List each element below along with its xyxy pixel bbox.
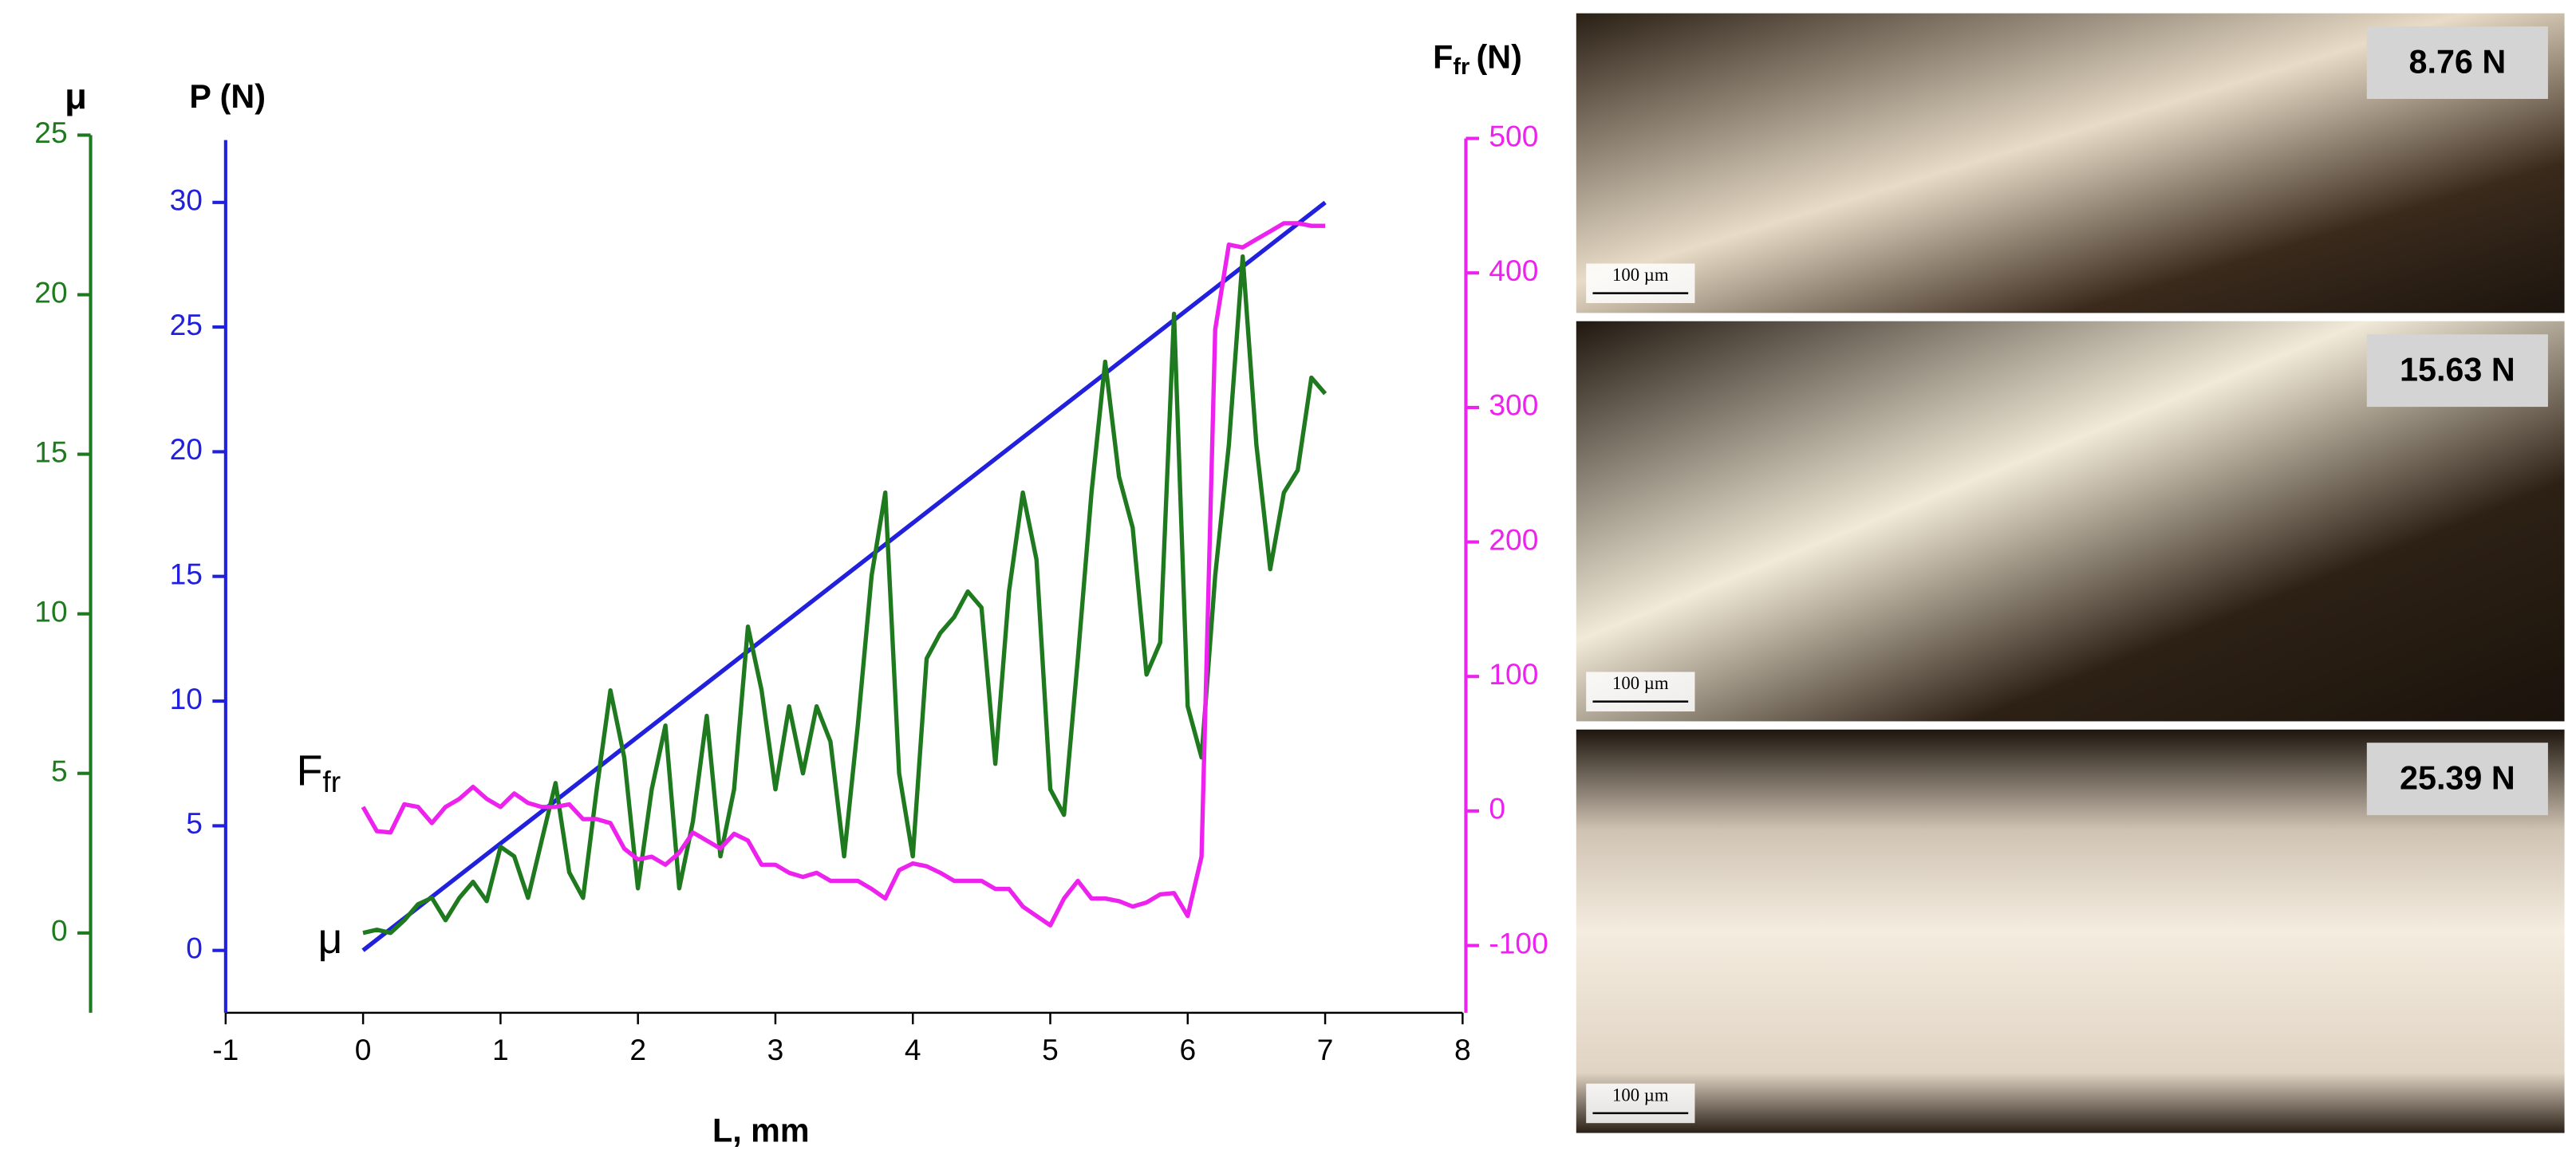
- y-tick-label: 400: [1489, 254, 1538, 287]
- y-tick-label: 20: [170, 432, 203, 466]
- scale-box: [1586, 1083, 1695, 1124]
- x-tick-label: 0: [355, 1033, 372, 1066]
- series-line: [361, 200, 1327, 952]
- y-tick-label: 0: [51, 914, 68, 947]
- x-tick-label: 2: [629, 1033, 646, 1066]
- scale-box: [1586, 672, 1695, 712]
- y2-axis-title-part: (N): [1477, 38, 1522, 75]
- y3-axis-title: μ: [65, 76, 87, 116]
- x-tick-label: 7: [1317, 1033, 1334, 1066]
- x-tick-label: 4: [905, 1033, 921, 1066]
- load-label: 15.63 N: [2400, 352, 2515, 388]
- y-tick-label: 200: [1489, 522, 1538, 556]
- micrograph: 25.39 N 100 µm: [1576, 729, 2565, 1133]
- micrograph: 15.63 N 100 µm: [1576, 321, 2565, 722]
- series-line: [362, 254, 1327, 936]
- annotation-part: F: [297, 747, 323, 795]
- y-tick-label: -100: [1489, 926, 1548, 959]
- y-tick-label: 15: [170, 557, 203, 591]
- micrographs: 8.76 N 100 µm 15.63 N 100 µm 25.39 N 100 µm: [1576, 13, 2565, 1133]
- series-line: [361, 221, 1326, 928]
- x-axis-title: L, mm: [712, 1112, 810, 1148]
- micrograph: 8.76 N 100 µm: [1576, 13, 2565, 313]
- x-tick-label: 1: [492, 1033, 509, 1066]
- load-label-box: [2366, 26, 2548, 100]
- load-label-box: [2366, 334, 2548, 408]
- y-tick-label: 0: [186, 932, 203, 965]
- y-tick-label: 300: [1489, 388, 1538, 422]
- load-label: 25.39 N: [2400, 760, 2515, 797]
- y-axis-title: P (N): [189, 78, 266, 115]
- load-label: 8.76 N: [2409, 44, 2507, 81]
- x-tick-label: 3: [767, 1033, 784, 1066]
- y-tick-label: 25: [170, 308, 203, 341]
- y-tick-label: 25: [34, 116, 67, 149]
- x-tick-label: 5: [1042, 1033, 1059, 1066]
- y-tick-label: 100: [1489, 657, 1538, 691]
- y-tick-label: 20: [34, 275, 67, 309]
- y-tick-label: 0: [1489, 792, 1505, 825]
- y-tick-label: 5: [51, 754, 68, 788]
- y-tick-label: 10: [34, 594, 67, 628]
- y-tick-label: 10: [170, 682, 203, 715]
- load-label-box: [2366, 743, 2548, 816]
- y-tick-label: 500: [1489, 119, 1538, 152]
- x-tick-label: -1: [212, 1033, 239, 1066]
- annotation: μ: [318, 915, 342, 963]
- y-tick-label: 15: [34, 435, 67, 468]
- y2-axis-title: Ffr (N): [1433, 38, 1522, 79]
- scale-box: [1586, 263, 1695, 304]
- annotation: Ffr: [297, 747, 341, 798]
- annotation-part: fr: [322, 765, 341, 798]
- y2-axis-title-part: F: [1433, 38, 1453, 75]
- x-tick-label: 8: [1454, 1033, 1471, 1066]
- scale-label: 100 µm: [1612, 1085, 1669, 1105]
- scale-label: 100 µm: [1612, 673, 1669, 693]
- y-tick-label: 5: [186, 806, 203, 840]
- y2-axis-title-part: fr: [1453, 53, 1469, 79]
- scale-label: 100 µm: [1612, 265, 1669, 285]
- x-tick-label: 6: [1179, 1033, 1196, 1066]
- y-tick-label: 30: [170, 183, 203, 217]
- chart: -1 0 1 2 3 4 5 6 7 8L, mm0510152025300510152025-1…: [34, 38, 1548, 1148]
